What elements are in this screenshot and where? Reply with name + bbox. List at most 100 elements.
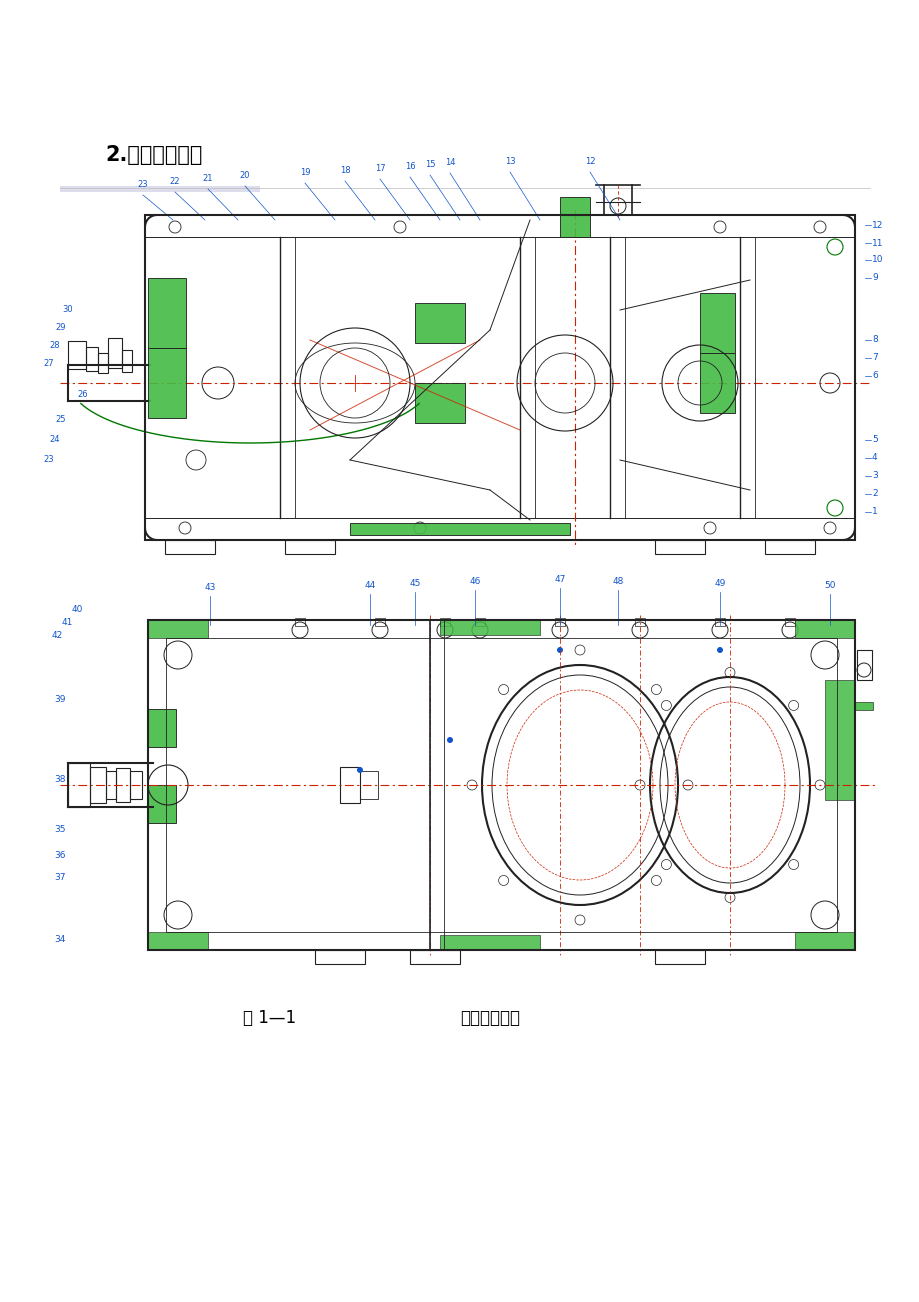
Bar — [554, 618, 564, 626]
Bar — [130, 771, 142, 799]
Bar — [765, 540, 814, 553]
Circle shape — [716, 647, 722, 654]
Text: 40: 40 — [72, 605, 83, 615]
Text: 22: 22 — [170, 177, 180, 186]
Bar — [439, 620, 539, 635]
Bar — [854, 702, 872, 710]
Text: 26: 26 — [77, 391, 88, 400]
Bar — [108, 339, 122, 368]
Bar — [414, 303, 464, 342]
Bar — [654, 950, 704, 963]
Bar — [295, 618, 305, 626]
Circle shape — [556, 647, 562, 654]
Bar — [794, 620, 854, 638]
Text: 48: 48 — [612, 577, 623, 586]
Bar — [714, 618, 724, 626]
Bar — [784, 618, 794, 626]
Bar — [90, 767, 106, 803]
Text: 11: 11 — [871, 238, 882, 247]
Bar — [410, 950, 460, 963]
Text: 37: 37 — [54, 874, 66, 883]
Text: 23: 23 — [43, 456, 54, 465]
Text: 2: 2 — [871, 490, 877, 499]
Circle shape — [447, 737, 452, 743]
Bar — [60, 186, 260, 191]
Text: 15: 15 — [425, 160, 435, 169]
Text: 5: 5 — [871, 435, 877, 444]
Text: 图 1—1: 图 1—1 — [244, 1009, 296, 1027]
Text: 38: 38 — [54, 776, 66, 785]
Bar — [699, 293, 734, 353]
Text: 43: 43 — [204, 583, 215, 592]
Text: 39: 39 — [54, 695, 66, 704]
Text: 30: 30 — [62, 306, 73, 315]
Text: 18: 18 — [339, 165, 350, 174]
Text: 16: 16 — [404, 161, 414, 171]
Bar — [148, 279, 186, 348]
Text: 50: 50 — [823, 581, 834, 590]
Text: 29: 29 — [55, 323, 66, 332]
Text: 21: 21 — [202, 174, 213, 184]
Bar — [857, 650, 871, 680]
Text: 减速器零件图: 减速器零件图 — [460, 1009, 519, 1027]
Bar — [439, 935, 539, 950]
Bar — [654, 540, 704, 553]
Text: 1: 1 — [871, 508, 877, 517]
Text: 28: 28 — [50, 341, 60, 350]
Bar — [85, 348, 98, 371]
Text: 34: 34 — [54, 936, 66, 944]
Bar — [145, 215, 854, 540]
Text: 17: 17 — [374, 164, 385, 173]
Bar — [359, 771, 378, 799]
Bar — [148, 620, 854, 950]
Text: 36: 36 — [54, 850, 66, 859]
Text: 13: 13 — [505, 158, 515, 165]
Bar — [148, 785, 176, 823]
Bar — [148, 710, 176, 747]
Text: 25: 25 — [55, 415, 66, 424]
Bar — [68, 763, 90, 807]
Text: 45: 45 — [409, 579, 420, 589]
Text: 23: 23 — [138, 180, 148, 189]
Text: 8: 8 — [871, 336, 877, 345]
Bar — [285, 540, 335, 553]
Text: 27: 27 — [43, 359, 54, 368]
Text: 24: 24 — [50, 435, 60, 444]
Bar — [560, 197, 589, 237]
Bar — [340, 767, 359, 803]
Bar — [148, 620, 208, 638]
Text: 14: 14 — [444, 158, 455, 167]
Bar — [414, 383, 464, 423]
Bar — [634, 618, 644, 626]
Bar — [375, 618, 384, 626]
Bar — [314, 950, 365, 963]
Text: 35: 35 — [54, 825, 66, 835]
Text: 3: 3 — [871, 471, 877, 480]
Bar — [106, 771, 116, 799]
Text: 7: 7 — [871, 354, 877, 362]
Circle shape — [357, 767, 363, 773]
Bar — [439, 618, 449, 626]
Text: 2.产品结构图：: 2.产品结构图： — [105, 145, 202, 165]
Text: 44: 44 — [364, 581, 375, 590]
Bar — [699, 353, 734, 413]
Text: 47: 47 — [554, 575, 565, 585]
Bar — [824, 680, 854, 799]
Text: 12: 12 — [871, 220, 882, 229]
Bar — [165, 540, 215, 553]
Bar — [349, 523, 570, 535]
Bar — [116, 768, 130, 802]
Bar — [148, 348, 186, 418]
Text: 20: 20 — [240, 171, 250, 180]
Text: 46: 46 — [469, 577, 480, 586]
Bar — [474, 618, 484, 626]
Bar — [98, 353, 108, 372]
Text: 6: 6 — [871, 371, 877, 380]
Bar — [165, 638, 836, 932]
Bar — [68, 341, 85, 368]
Text: 41: 41 — [62, 618, 73, 628]
Text: 19: 19 — [300, 168, 310, 177]
Text: 42: 42 — [51, 631, 62, 641]
Bar — [148, 932, 208, 950]
Text: 12: 12 — [584, 158, 595, 165]
